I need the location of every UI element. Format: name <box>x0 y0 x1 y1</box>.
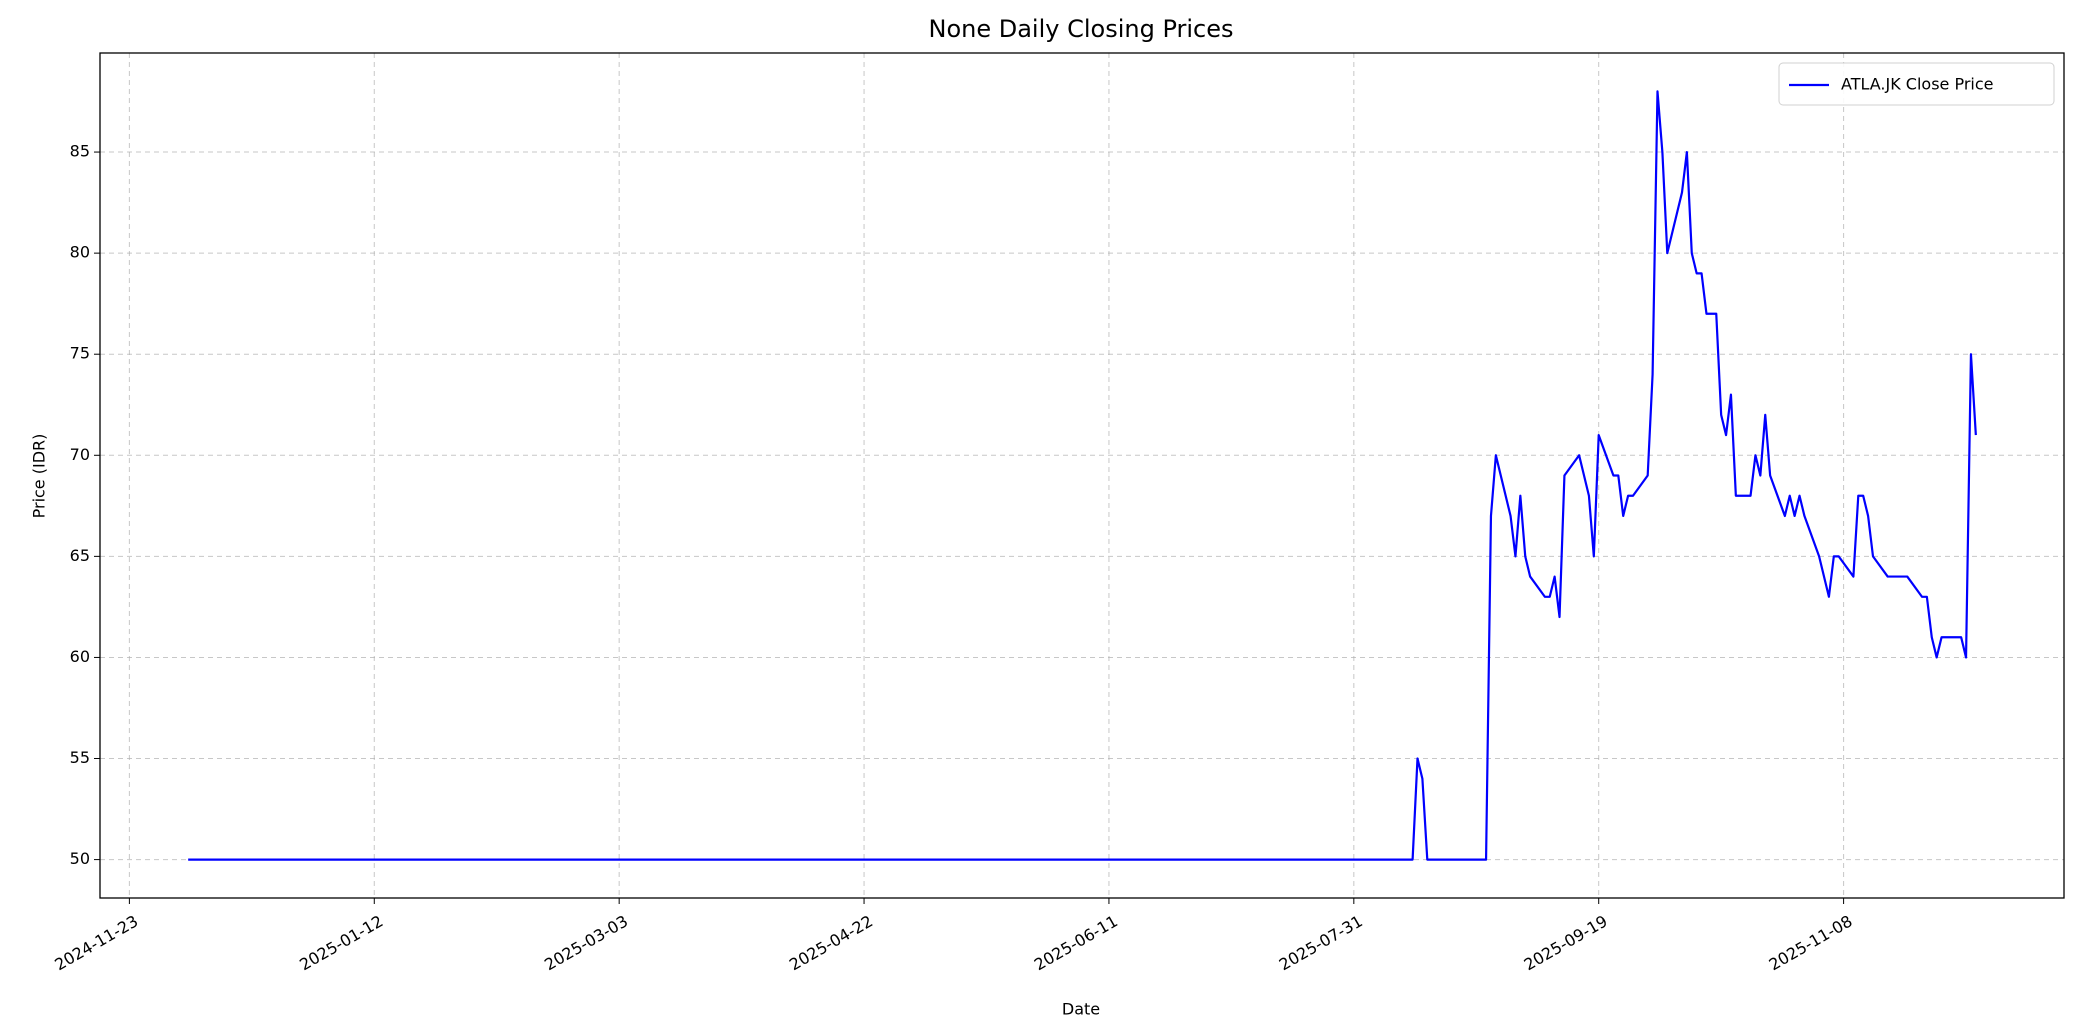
x-tick-label: 2025-01-12 <box>296 911 386 974</box>
y-tick-label: 70 <box>70 445 90 464</box>
y-tick-label: 60 <box>70 647 90 666</box>
x-tick-label: 2025-11-08 <box>1766 911 1856 974</box>
y-tick-label: 75 <box>70 344 90 363</box>
x-tick-label: 2025-03-03 <box>541 911 631 974</box>
y-tick-label: 85 <box>70 142 90 161</box>
legend-box <box>1778 62 2055 106</box>
y-tick-label: 55 <box>70 748 90 767</box>
x-tick-label: 2024-11-23 <box>51 911 141 974</box>
legend-label: ATLA.JK Close Price <box>1841 75 1994 94</box>
y-axis-label: Price (IDR) <box>30 434 49 519</box>
y-tick-label: 50 <box>70 849 90 868</box>
x-tick-label: 2025-09-19 <box>1521 911 1611 974</box>
y-tick-label: 80 <box>70 243 90 262</box>
x-tick-label: 2025-07-31 <box>1276 911 1366 974</box>
plot-frame <box>99 52 2065 899</box>
x-axis-label: Date <box>1062 1000 1100 1019</box>
y-tick-label: 65 <box>70 546 90 565</box>
x-tick-label: 2025-06-11 <box>1031 911 1121 974</box>
line-series <box>188 90 1977 861</box>
chart-title: None Daily Closing Prices <box>928 15 1233 43</box>
x-tick-label: 2025-04-22 <box>786 911 876 974</box>
